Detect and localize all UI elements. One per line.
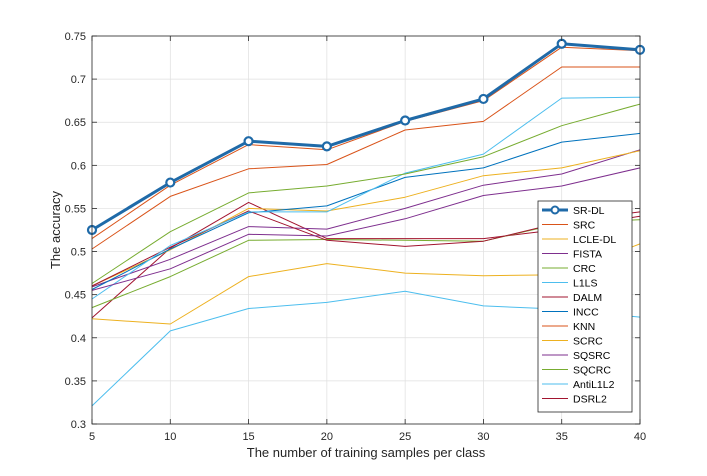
legend-label-knn: KNN	[573, 321, 595, 333]
legend-label-dalm: DALM	[573, 292, 602, 304]
axis-ticks: 5 10 15 20 25 30 35 40 0.3 0.35 0.4 0.45 0.5 0.55 0.6 0…	[65, 31, 647, 443]
series-line-fista	[91, 167, 641, 291]
legend-label-scrc: SCRC	[573, 335, 603, 347]
x-tick-label: 20	[321, 431, 333, 443]
series-line-knn	[91, 66, 640, 250]
legend-label-src: SRC	[573, 219, 596, 231]
x-tick-label: 15	[242, 431, 254, 443]
legend-label-incc: INCC	[573, 306, 599, 318]
x-tick-label: 10	[164, 431, 176, 443]
x-tick-label: 25	[399, 431, 411, 443]
legend-label-sqcrc: SQCRC	[573, 364, 611, 376]
series-line-sr-dl	[91, 42, 641, 232]
legend-label-dsrl2: DSRL2	[573, 393, 607, 405]
legend-label-lcle-dl: LCLE-DL	[573, 234, 616, 246]
x-tick-label: 5	[89, 431, 95, 443]
series-line-incc	[91, 132, 641, 290]
x-axis-label: The number of training samples per class	[247, 445, 486, 460]
data-point-sr-dl	[165, 177, 176, 188]
series-line-crc	[91, 103, 641, 284]
series-line-sqsrc	[91, 149, 641, 288]
legend-marker-sr-dl	[550, 205, 560, 215]
legend-box	[537, 200, 633, 413]
y-tick-label: 0.55	[65, 203, 86, 215]
data-point-sr-dl	[243, 136, 254, 147]
legend-label-l1ls: L1LS	[573, 277, 598, 289]
series-layer	[86, 38, 646, 407]
y-tick-label: 0.3	[71, 419, 86, 431]
series-line-src	[91, 46, 641, 240]
y-tick-label: 0.5	[71, 247, 86, 259]
x-tick-label: 40	[634, 431, 646, 443]
plot-frame	[91, 35, 641, 425]
legend-label-sqsrc: SQSRC	[573, 350, 611, 362]
legend-label-crc: CRC	[573, 263, 596, 275]
series-line-l1ls	[91, 96, 641, 300]
data-point-sr-dl	[321, 141, 332, 152]
y-tick-label: 0.35	[65, 376, 86, 388]
y-tick-label: 0.7	[71, 74, 86, 86]
legend: SR-DL SRC LCLE-DL FISTA CRC L1LS DALM INCC KNN SC…	[537, 200, 633, 413]
x-tick-label: 35	[556, 431, 568, 443]
y-tick-label: 0.6	[71, 160, 86, 172]
legend-label-antil1l2: AntiL1L2	[573, 379, 615, 391]
x-tick-label: 30	[477, 431, 489, 443]
y-tick-label: 0.45	[65, 290, 86, 302]
y-tick-label: 0.75	[65, 31, 86, 43]
legend-label-sr-dl: SR-DL	[573, 205, 605, 217]
legend-label-fista: FISTA	[573, 248, 602, 260]
data-point-sr-dl	[400, 115, 411, 126]
y-tick-label: 0.4	[71, 333, 86, 345]
y-axis-label: The accuracy	[48, 190, 63, 269]
data-point-sr-dl	[478, 93, 489, 105]
y-tick-label: 0.65	[65, 117, 86, 129]
